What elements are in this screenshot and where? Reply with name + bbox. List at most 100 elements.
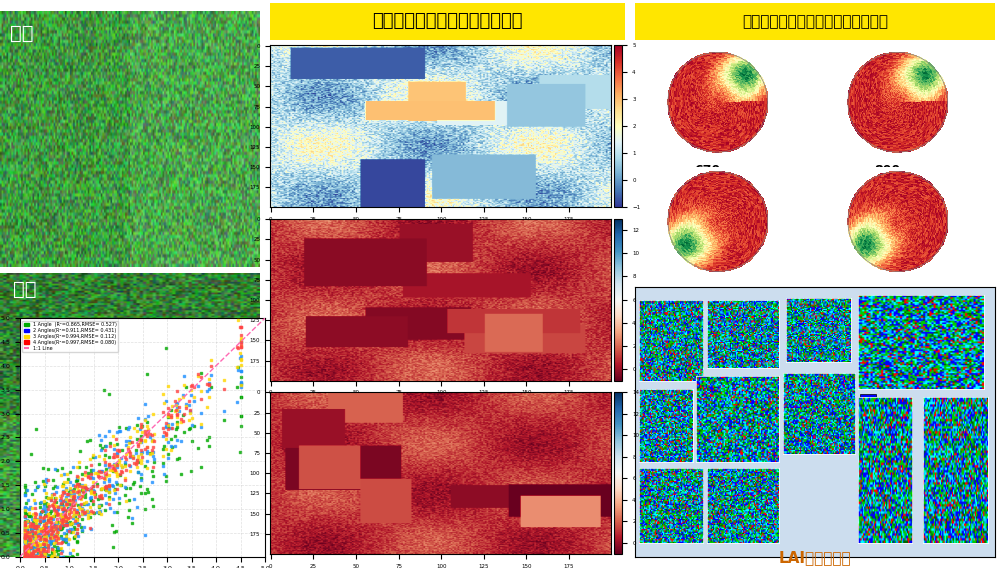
Point bbox=[44, 549, 60, 558]
Point bbox=[40, 542, 56, 552]
Point bbox=[24, 537, 40, 546]
Point bbox=[23, 552, 39, 561]
Point bbox=[33, 552, 49, 561]
Point bbox=[38, 552, 54, 561]
Point bbox=[55, 516, 71, 525]
Point bbox=[73, 499, 89, 508]
Point bbox=[201, 384, 217, 393]
Point bbox=[17, 532, 33, 541]
Point bbox=[66, 507, 82, 516]
Point bbox=[17, 544, 33, 553]
Point bbox=[79, 484, 95, 493]
Point bbox=[85, 488, 101, 497]
Point bbox=[98, 481, 114, 490]
Point bbox=[43, 513, 59, 523]
Point bbox=[22, 552, 38, 561]
Point bbox=[21, 509, 37, 518]
Point bbox=[156, 428, 172, 437]
Point bbox=[22, 544, 38, 553]
Point bbox=[65, 494, 81, 503]
Point bbox=[18, 498, 34, 507]
Point bbox=[17, 552, 33, 561]
Point bbox=[230, 362, 246, 371]
Point bbox=[109, 479, 125, 488]
Point bbox=[93, 491, 109, 500]
Point bbox=[35, 552, 51, 561]
Point bbox=[54, 517, 70, 526]
Point bbox=[19, 538, 35, 547]
Point bbox=[129, 435, 145, 444]
Point bbox=[163, 412, 179, 421]
Point bbox=[22, 519, 38, 528]
Point bbox=[35, 545, 51, 554]
Point bbox=[139, 463, 155, 472]
Point bbox=[65, 486, 81, 495]
Point bbox=[121, 506, 137, 515]
Point bbox=[139, 456, 155, 465]
Point bbox=[69, 519, 85, 528]
Point bbox=[97, 490, 113, 499]
Point bbox=[58, 533, 74, 542]
Point bbox=[28, 510, 44, 519]
Point bbox=[24, 490, 40, 499]
Point bbox=[17, 532, 33, 541]
Point bbox=[232, 379, 248, 388]
Point bbox=[63, 488, 79, 497]
Point bbox=[29, 552, 45, 561]
Point bbox=[32, 517, 48, 526]
Point bbox=[137, 437, 153, 446]
Point bbox=[69, 471, 85, 481]
Point bbox=[70, 508, 86, 517]
Point bbox=[122, 466, 138, 475]
Point bbox=[36, 529, 52, 538]
Point bbox=[112, 427, 128, 436]
Point bbox=[46, 541, 62, 550]
Point bbox=[30, 545, 46, 554]
Point bbox=[17, 552, 33, 561]
Point bbox=[42, 532, 58, 541]
Point bbox=[46, 521, 62, 530]
Point bbox=[20, 546, 36, 555]
Point bbox=[71, 482, 87, 491]
Point bbox=[17, 534, 33, 543]
Point bbox=[69, 550, 85, 559]
Point bbox=[43, 520, 59, 529]
Point bbox=[108, 435, 124, 444]
Point bbox=[90, 467, 106, 477]
Point bbox=[42, 540, 58, 549]
Point bbox=[85, 450, 101, 460]
Point bbox=[114, 462, 130, 471]
Point bbox=[28, 538, 44, 547]
Point bbox=[129, 427, 145, 436]
Point bbox=[98, 482, 114, 491]
Point bbox=[49, 465, 65, 474]
Point bbox=[17, 549, 33, 558]
Point bbox=[106, 466, 122, 475]
Point bbox=[83, 487, 99, 496]
Point bbox=[23, 543, 39, 552]
Point bbox=[49, 545, 65, 554]
Point bbox=[102, 441, 118, 450]
Point bbox=[93, 472, 109, 481]
Point bbox=[55, 482, 71, 491]
Point bbox=[33, 508, 49, 517]
Point bbox=[155, 390, 171, 399]
Point bbox=[97, 445, 113, 454]
Point bbox=[32, 513, 48, 522]
Point bbox=[112, 470, 128, 479]
Point bbox=[19, 549, 35, 558]
Point bbox=[232, 412, 248, 421]
Point bbox=[22, 538, 38, 548]
Point bbox=[17, 552, 33, 561]
Point bbox=[134, 453, 150, 462]
Point bbox=[17, 552, 33, 561]
Point bbox=[25, 538, 41, 548]
Point bbox=[142, 449, 158, 458]
Point bbox=[28, 520, 44, 529]
Point bbox=[40, 552, 56, 561]
Point bbox=[69, 482, 85, 491]
Point bbox=[46, 504, 62, 513]
Point bbox=[35, 527, 51, 536]
Point bbox=[66, 492, 82, 501]
Point bbox=[79, 506, 95, 515]
